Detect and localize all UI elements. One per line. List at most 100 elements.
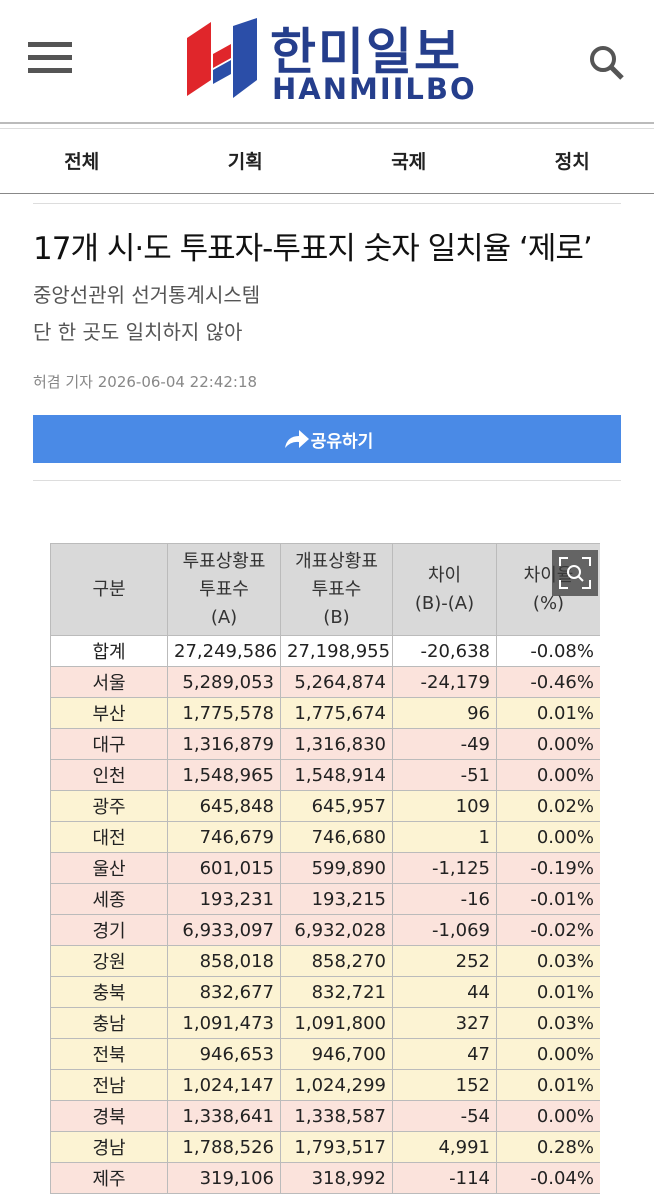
table-cell: 0.03% (496, 945, 600, 977)
header-cell: 구분 (50, 543, 168, 636)
article-title: 17개 시·도 투표자-투표지 숫자 일치율 ‘제로’ (33, 231, 593, 267)
table-row: 충북 832,677 832,721 44 0.01% (50, 976, 600, 1008)
table-cell: -49 (392, 728, 497, 760)
table-cell: 0.28% (496, 1131, 600, 1163)
table-row: 경기 6,933,097 6,932,028 -1,069 -0.02% (50, 914, 600, 946)
table-cell: 1,775,578 (167, 697, 281, 729)
nav-item[interactable]: 정치 (554, 151, 590, 173)
table-image[interactable]: 구분 투표상황표 투표수 (A) 개표상황표 투표수 (B) 차이 (B)-(A) 차이율 (%) 합… (50, 543, 600, 1200)
table-cell: 601,015 (167, 852, 281, 884)
table-cell: 96 (392, 697, 497, 729)
table-cell: 1,316,830 (280, 728, 393, 760)
table-row: 울산 601,015 599,890 -1,125 -0.19% (50, 852, 600, 884)
table-cell: -0.19% (496, 852, 600, 884)
table-row: 강원 858,018 858,270 252 0.03% (50, 945, 600, 977)
table-cell: 0.02% (496, 790, 600, 822)
nav-item[interactable]: 국제 (391, 151, 427, 173)
table-cell: 319,106 (167, 1162, 281, 1194)
table-cell: 1,316,879 (167, 728, 281, 760)
nav-item[interactable]: 전체 (64, 151, 100, 173)
table-cell: 1,788,526 (167, 1131, 281, 1163)
header-line: 구분 (92, 578, 126, 600)
header-cell: 차이 (B)-(A) (392, 543, 497, 636)
subtitle: 단 한 곳도 일치하지 않아 (33, 320, 243, 344)
table-cell: 0.00% (496, 759, 600, 791)
table-cell: -24,179 (392, 666, 497, 698)
divider (33, 203, 621, 204)
table-cell: -114 (392, 1162, 497, 1194)
table-cell: 645,848 (167, 790, 281, 822)
table-cell: 서울 (50, 666, 168, 698)
table-cell: -54 (392, 1100, 497, 1132)
table-cell: -20,638 (392, 635, 497, 667)
table-cell: 전북 (50, 1038, 168, 1070)
nav-item[interactable]: 기획 (227, 151, 263, 173)
table-cell: 0.01% (496, 697, 600, 729)
header-line: (B) (323, 606, 350, 628)
logo-ko[interactable]: 한미일보 (270, 23, 462, 81)
table-cell: 강원 (50, 945, 168, 977)
table-cell: 109 (392, 790, 497, 822)
table-cell: 1,548,914 (280, 759, 393, 791)
table-cell: 832,677 (167, 976, 281, 1008)
data-table: 구분 투표상황표 투표수 (A) 개표상황표 투표수 (B) 차이 (B)-(A) 차이율 (%) 합… (50, 543, 600, 1194)
share-button[interactable]: 공유하기 (33, 415, 621, 463)
table-cell: 0.00% (496, 728, 600, 760)
table-cell: 충남 (50, 1007, 168, 1039)
table-cell: 746,679 (167, 821, 281, 853)
header-line: (A) (210, 606, 238, 628)
table-cell: 6,933,097 (167, 914, 281, 946)
search-icon[interactable] (588, 44, 626, 82)
table-row: 대전 746,679 746,680 1 0.00% (50, 821, 600, 853)
table-cell: 152 (392, 1069, 497, 1101)
table-cell: 318,992 (280, 1162, 393, 1194)
table-cell: -51 (392, 759, 497, 791)
table-row: 광주 645,848 645,957 109 0.02% (50, 790, 600, 822)
table-cell: 1,793,517 (280, 1131, 393, 1163)
table-row: 부산 1,775,578 1,775,674 96 0.01% (50, 697, 600, 729)
table-cell: 746,680 (280, 821, 393, 853)
table-cell: 44 (392, 976, 497, 1008)
logo-en[interactable]: HANMIILBO (272, 72, 477, 106)
table-row: 합계 27,249,586 27,198,955 -20,638 -0.08% (50, 635, 600, 667)
table-cell: 경남 (50, 1131, 168, 1163)
table-cell: 832,721 (280, 976, 393, 1008)
divider (0, 122, 654, 129)
table-cell: 645,957 (280, 790, 393, 822)
share-icon (284, 430, 309, 448)
table-cell: 0.00% (496, 1038, 600, 1070)
table-cell: 47 (392, 1038, 497, 1070)
table-cell: 1,338,587 (280, 1100, 393, 1132)
table-cell: 0.01% (496, 1069, 600, 1101)
table-row: 전북 946,653 946,700 47 0.00% (50, 1038, 600, 1070)
table-cell: 946,653 (167, 1038, 281, 1070)
table-row: 전남 1,024,147 1,024,299 152 0.01% (50, 1069, 600, 1101)
table-cell: 부산 (50, 697, 168, 729)
table-cell: 울산 (50, 852, 168, 884)
table-cell: 경북 (50, 1100, 168, 1132)
header-line: 투표상황표 (182, 550, 266, 572)
table-cell: -0.08% (496, 635, 600, 667)
header-line: (%) (532, 592, 565, 614)
table-cell: -0.46% (496, 666, 600, 698)
header-line: 개표상황표 (295, 550, 378, 572)
table-cell: -0.01% (496, 883, 600, 915)
byline: 허겸 기자 2026-06-04 22:42:18 (33, 373, 258, 391)
table-cell: 전남 (50, 1069, 168, 1101)
header-row: 구분 투표상황표 투표수 (A) 개표상황표 투표수 (B) 차이 (B)-(A) 차이율 (%) (50, 543, 600, 636)
menu-icon[interactable] (28, 40, 74, 76)
table-cell: -0.02% (496, 914, 600, 946)
header-line: 투표수 (311, 578, 362, 600)
header-line: 투표수 (199, 578, 249, 600)
logo-icon[interactable] (183, 18, 263, 104)
table-row: 서울 5,289,053 5,264,874 -24,179 -0.46% (50, 666, 600, 698)
zoom-icon[interactable] (552, 550, 598, 596)
header-line: (B)-(A) (414, 592, 475, 614)
table-cell: 1,338,641 (167, 1100, 281, 1132)
table-cell: 193,231 (167, 883, 281, 915)
table-cell: 1,091,800 (280, 1007, 393, 1039)
table-cell: 충북 (50, 976, 168, 1008)
header-line: 차이 (427, 564, 462, 586)
table-cell: 1,775,674 (280, 697, 393, 729)
table-cell: 946,700 (280, 1038, 393, 1070)
